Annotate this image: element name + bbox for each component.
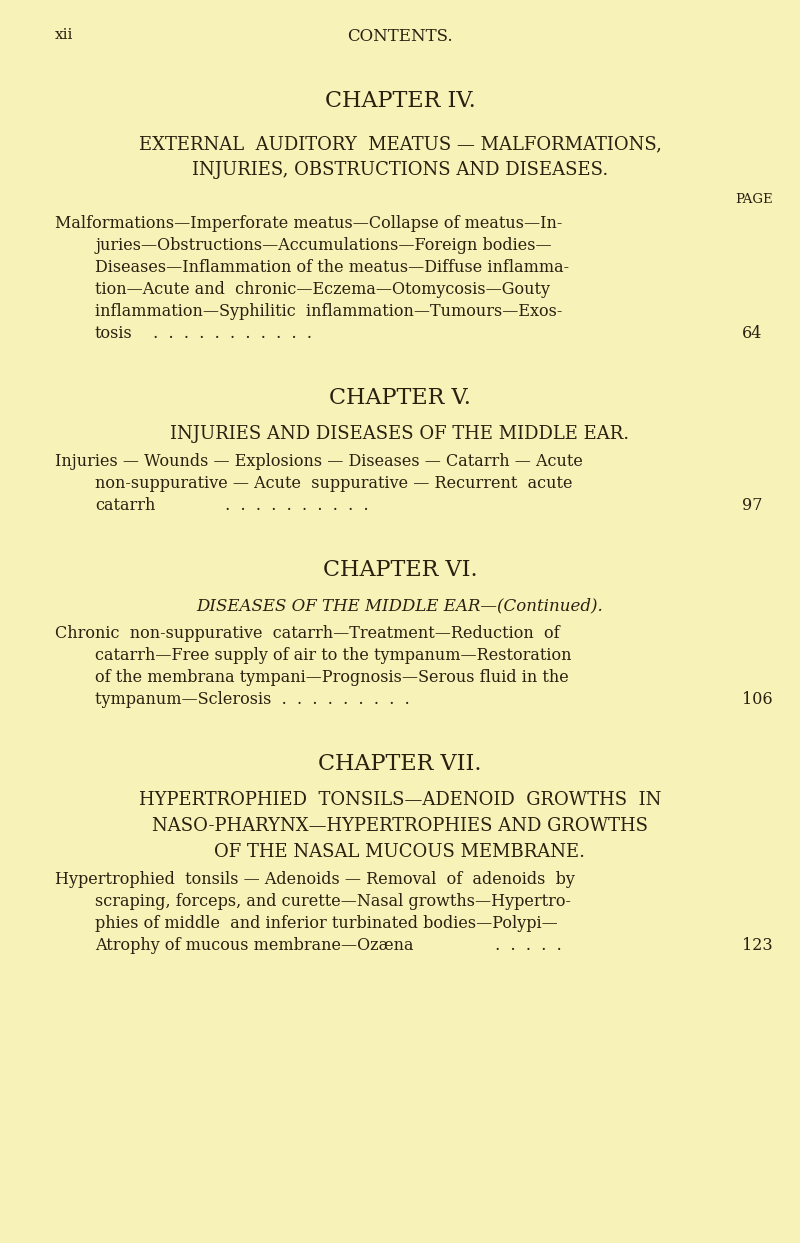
Text: CHAPTER VII.: CHAPTER VII. bbox=[318, 753, 482, 774]
Text: CHAPTER VI.: CHAPTER VI. bbox=[322, 559, 478, 580]
Text: 64: 64 bbox=[742, 324, 762, 342]
Text: tion—Acute and  chronic—Eczema—Otomycosis—Gouty: tion—Acute and chronic—Eczema—Otomycosis… bbox=[95, 281, 550, 298]
Text: .  .  .  .  .  .  .  .  .  .  .: . . . . . . . . . . . bbox=[148, 324, 312, 342]
Text: catarrh: catarrh bbox=[95, 497, 155, 515]
Text: INJURIES AND DISEASES OF THE MIDDLE EAR.: INJURIES AND DISEASES OF THE MIDDLE EAR. bbox=[170, 425, 630, 443]
Text: INJURIES, OBSTRUCTIONS AND DISEASES.: INJURIES, OBSTRUCTIONS AND DISEASES. bbox=[192, 162, 608, 179]
Text: Injuries — Wounds — Explosions — Diseases — Catarrh — Acute: Injuries — Wounds — Explosions — Disease… bbox=[55, 452, 583, 470]
Text: phies of middle  and inferior turbinated bodies—Polypi—: phies of middle and inferior turbinated … bbox=[95, 915, 558, 932]
Text: juries—Obstructions—Accumulations—Foreign bodies—: juries—Obstructions—Accumulations—Foreig… bbox=[95, 237, 552, 254]
Text: inflammation—Syphilitic  inflammation—Tumours—Exos-: inflammation—Syphilitic inflammation—Tum… bbox=[95, 303, 562, 319]
Text: of the membrana tympani—Prognosis—Serous fluid in the: of the membrana tympani—Prognosis—Serous… bbox=[95, 669, 569, 686]
Text: tympanum—Sclerosis  .  .  .  .  .  .  .  .  .: tympanum—Sclerosis . . . . . . . . . bbox=[95, 691, 410, 709]
Text: scraping, forceps, and curette—Nasal growths—Hypertro-: scraping, forceps, and curette—Nasal gro… bbox=[95, 892, 571, 910]
Text: 123: 123 bbox=[742, 937, 773, 953]
Text: DISEASES OF THE MIDDLE EAR—(Continued).: DISEASES OF THE MIDDLE EAR—(Continued). bbox=[197, 597, 603, 614]
Text: Hypertrophied  tonsils — Adenoids — Removal  of  adenoids  by: Hypertrophied tonsils — Adenoids — Remov… bbox=[55, 871, 575, 888]
Text: xii: xii bbox=[55, 29, 74, 42]
Text: CHAPTER IV.: CHAPTER IV. bbox=[325, 89, 475, 112]
Text: NASO-PHARYNX—HYPERTROPHIES AND GROWTHS: NASO-PHARYNX—HYPERTROPHIES AND GROWTHS bbox=[152, 817, 648, 835]
Text: non-suppurative — Acute  suppurative — Recurrent  acute: non-suppurative — Acute suppurative — Re… bbox=[95, 475, 573, 492]
Text: EXTERNAL  AUDITORY  MEATUS — MALFORMATIONS,: EXTERNAL AUDITORY MEATUS — MALFORMATIONS… bbox=[138, 135, 662, 153]
Text: Diseases—Inflammation of the meatus—Diffuse inflamma-: Diseases—Inflammation of the meatus—Diff… bbox=[95, 259, 569, 276]
Text: 97: 97 bbox=[742, 497, 762, 515]
Text: Atrophy of mucous membrane—Ozæna: Atrophy of mucous membrane—Ozæna bbox=[95, 937, 414, 953]
Text: 106: 106 bbox=[742, 691, 773, 709]
Text: PAGE: PAGE bbox=[735, 193, 773, 206]
Text: catarrh—Free supply of air to the tympanum—Restoration: catarrh—Free supply of air to the tympan… bbox=[95, 648, 571, 664]
Text: HYPERTROPHIED  TONSILS—ADENOID  GROWTHS  IN: HYPERTROPHIED TONSILS—ADENOID GROWTHS IN bbox=[139, 791, 661, 809]
Text: Chronic  non-suppurative  catarrh—Treatment—Reduction  of: Chronic non-suppurative catarrh—Treatmen… bbox=[55, 625, 560, 641]
Text: CHAPTER V.: CHAPTER V. bbox=[329, 387, 471, 409]
Text: .  .  .  .  .  .  .  .  .  .: . . . . . . . . . . bbox=[220, 497, 369, 515]
Text: tosis: tosis bbox=[95, 324, 133, 342]
Text: CONTENTS.: CONTENTS. bbox=[347, 29, 453, 45]
Text: .  .  .  .  .: . . . . . bbox=[490, 937, 562, 953]
Text: OF THE NASAL MUCOUS MEMBRANE.: OF THE NASAL MUCOUS MEMBRANE. bbox=[214, 843, 586, 861]
Text: Malformations—Imperforate meatus—Collapse of meatus—In-: Malformations—Imperforate meatus—Collaps… bbox=[55, 215, 562, 232]
